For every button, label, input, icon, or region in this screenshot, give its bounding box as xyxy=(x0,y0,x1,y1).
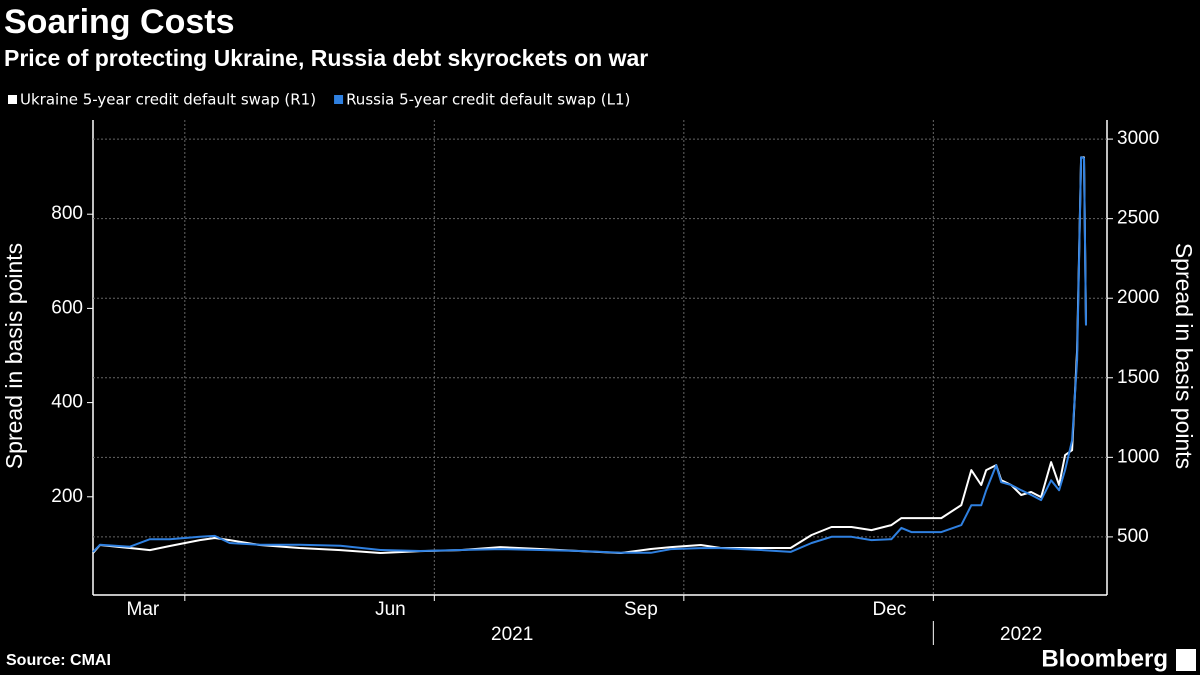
brand-icon xyxy=(1176,649,1196,671)
y-tick-label: 800 xyxy=(51,203,83,224)
y2-tick-label: 1000 xyxy=(1117,446,1159,467)
y-tick-label: 200 xyxy=(51,486,83,507)
y2-tick-label: 500 xyxy=(1117,526,1149,547)
y-tick-label: 400 xyxy=(51,392,83,413)
y2-tick-label: 3000 xyxy=(1117,128,1159,149)
source: Source: CMAI xyxy=(6,652,111,669)
series-line xyxy=(92,156,1087,554)
legend-label: Russia 5-year credit default swap (L1) xyxy=(346,91,630,109)
legend-swatch xyxy=(334,95,344,104)
y2-axis-title: Spread in basis points xyxy=(1171,243,1197,469)
y-tick-label: 600 xyxy=(51,297,83,318)
legend-swatch xyxy=(8,95,17,104)
chart-title: Soaring Costs xyxy=(4,3,234,41)
x-tick-label: Dec xyxy=(873,599,907,620)
chart-subtitle: Price of protecting Ukraine, Russia debt… xyxy=(4,45,648,71)
y2-tick-label: 1500 xyxy=(1117,367,1159,388)
y2-tick-label: 2000 xyxy=(1117,287,1159,308)
x-tick-label: Sep xyxy=(624,599,658,620)
y2-tick-label: 2500 xyxy=(1117,208,1159,229)
y-axis-title: Spread in basis points xyxy=(1,243,27,469)
x-tick-label: Mar xyxy=(127,599,160,620)
x-year-label: 2022 xyxy=(1000,624,1042,645)
x-year-label: 2021 xyxy=(491,624,533,645)
series-line xyxy=(92,156,1087,554)
x-tick-label: Jun xyxy=(375,599,406,620)
legend-label: Ukraine 5-year credit default swap (R1) xyxy=(20,91,316,109)
brand: Bloomberg xyxy=(1041,645,1168,672)
